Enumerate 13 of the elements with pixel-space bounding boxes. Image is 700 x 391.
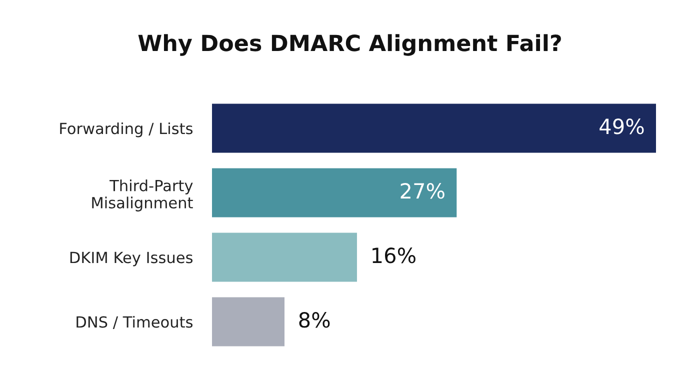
y-tick-label: DKIM Key Issues xyxy=(70,252,193,266)
bar xyxy=(212,168,457,218)
data-label: 27% xyxy=(400,183,444,199)
bar xyxy=(212,104,656,153)
data-label: 16% xyxy=(372,248,416,264)
chart-title: Why Does DMARC Alignment Fail? xyxy=(138,34,561,56)
bar xyxy=(212,297,284,346)
bar xyxy=(212,232,357,282)
y-tick-label: DNS / Timeouts xyxy=(76,316,193,329)
data-label: 8% xyxy=(299,312,330,328)
y-tick-label: Third-Party Misalignment xyxy=(92,180,193,212)
data-label: 49% xyxy=(600,118,644,134)
y-tick-label: Forwarding / Lists xyxy=(60,122,193,138)
